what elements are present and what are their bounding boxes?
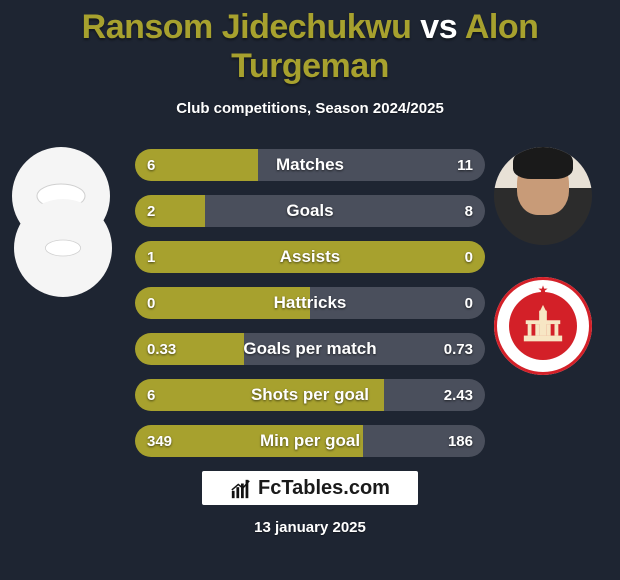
bar-segment-b: [363, 425, 486, 457]
bar-segment-a: [135, 149, 258, 181]
player-a-club-logo: [14, 199, 112, 297]
bar-segment-b: [310, 287, 485, 319]
bar-track: [135, 195, 485, 227]
bar-segment-b: [384, 379, 486, 411]
bar-track: [135, 287, 485, 319]
bar-segment-a: [135, 241, 485, 273]
player-photo-icon: [494, 147, 592, 245]
bar-segment-b: [205, 195, 485, 227]
bar-track: [135, 149, 485, 181]
date-text: 13 january 2025: [254, 519, 366, 536]
bar-segment-a: [135, 333, 244, 365]
player-b-club-logo: ★: [494, 277, 592, 375]
footer: FcTables.com 13 january 2025: [0, 471, 620, 536]
brand-text: FcTables.com: [258, 477, 390, 500]
bar-track: [135, 379, 485, 411]
club-b-inner-icon: [509, 292, 577, 360]
club-b-badge-icon: ★: [494, 277, 592, 375]
subtitle: Club competitions, Season 2024/2025: [0, 100, 620, 117]
stat-row: Goals28: [135, 195, 485, 227]
player-a-name: Ransom Jidechukwu: [82, 8, 412, 46]
stat-row: Matches611: [135, 149, 485, 181]
monument-icon: [520, 303, 566, 349]
bar-segment-a: [135, 425, 363, 457]
stat-row: Shots per goal62.43: [135, 379, 485, 411]
page-title: Ransom Jidechukwu vs Alon Turgeman: [0, 0, 620, 86]
bar-segment-b: [258, 149, 486, 181]
vs-text: vs: [420, 8, 457, 46]
stat-row: Goals per match0.330.73: [135, 333, 485, 365]
bar-track: [135, 241, 485, 273]
comparison-stage: ★ Matches611 Goals28 Assists10 Hattricks00 G…: [0, 147, 620, 457]
bar-track: [135, 425, 485, 457]
bar-segment-a: [135, 379, 384, 411]
brand-badge: FcTables.com: [202, 471, 418, 505]
bar-track: [135, 333, 485, 365]
stat-row: Hattricks00: [135, 287, 485, 319]
player-b-avatar: [494, 147, 592, 245]
star-icon: ★: [538, 283, 549, 297]
club-placeholder-icon: [14, 199, 112, 297]
bar-segment-a: [135, 195, 205, 227]
bar-chart-icon: [230, 478, 252, 500]
bar-segment-b: [244, 333, 486, 365]
stat-row: Assists10: [135, 241, 485, 273]
stat-row: Min per goal349186: [135, 425, 485, 457]
stat-bars: Matches611 Goals28 Assists10 Hattricks00 Goa…: [135, 147, 485, 457]
shield-placeholder-icon: [20, 228, 106, 268]
bar-segment-a: [135, 287, 310, 319]
